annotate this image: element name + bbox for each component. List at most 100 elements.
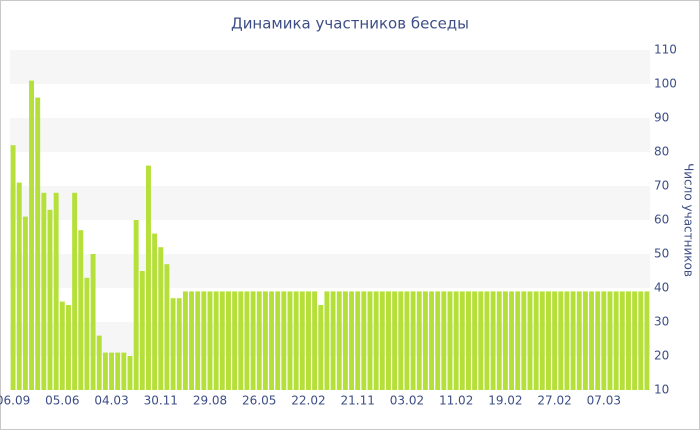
bar xyxy=(558,291,564,390)
bar xyxy=(496,291,502,390)
x-tick-label: 07.03 xyxy=(587,394,621,408)
bar xyxy=(59,301,65,390)
x-tick-label: 11.02 xyxy=(439,394,473,408)
grid-band xyxy=(10,50,650,84)
bar xyxy=(502,291,508,390)
bar xyxy=(293,291,299,390)
x-tick-label: 06.09 xyxy=(0,394,30,408)
bar xyxy=(318,305,324,390)
bar xyxy=(416,291,422,390)
bar xyxy=(386,291,391,390)
bar xyxy=(176,298,182,390)
bar xyxy=(281,291,287,390)
bar xyxy=(16,182,22,390)
y-tick-label: 100 xyxy=(654,77,677,91)
y-tick-label: 40 xyxy=(654,281,669,295)
bar xyxy=(582,291,588,390)
bar xyxy=(133,220,139,390)
bar xyxy=(232,291,238,390)
y-tick-label: 20 xyxy=(654,349,669,363)
bar xyxy=(342,291,348,390)
grid-band xyxy=(10,254,650,288)
bar xyxy=(570,291,576,390)
x-tick-label: 04.03 xyxy=(94,394,128,408)
bar xyxy=(262,291,268,390)
bar xyxy=(287,291,293,390)
bar xyxy=(226,291,231,390)
bar xyxy=(367,291,373,390)
bar xyxy=(589,291,594,390)
bar xyxy=(459,291,465,390)
grid-band xyxy=(10,118,650,152)
bar xyxy=(312,291,318,390)
bar xyxy=(47,209,53,390)
bar xyxy=(515,291,521,390)
bar xyxy=(422,291,428,390)
bar xyxy=(576,291,582,390)
bar xyxy=(90,254,96,390)
bar xyxy=(53,192,59,390)
bar xyxy=(441,291,447,390)
y-tick-label: 60 xyxy=(654,213,669,227)
bar xyxy=(10,145,16,390)
bar xyxy=(539,291,545,390)
x-tick-label: 22.02 xyxy=(291,394,325,408)
bar xyxy=(29,80,34,390)
bar xyxy=(404,291,410,390)
x-tick-label: 19.02 xyxy=(488,394,522,408)
bar xyxy=(601,291,607,390)
x-tick-label: 05.06 xyxy=(45,394,79,408)
bar xyxy=(195,291,201,390)
x-tick-label: 21.11 xyxy=(341,394,375,408)
y-tick-label: 80 xyxy=(654,145,669,159)
bar xyxy=(201,291,207,390)
bar xyxy=(127,356,133,390)
bar xyxy=(121,352,127,390)
bar xyxy=(238,291,244,390)
bar xyxy=(613,291,619,390)
bar xyxy=(102,352,108,390)
x-tick-label: 26.05 xyxy=(242,394,276,408)
bar xyxy=(84,277,90,390)
chart-title: Динамика участников беседы xyxy=(231,15,469,33)
bar xyxy=(546,291,551,390)
bar xyxy=(552,291,558,390)
bar xyxy=(398,291,404,390)
bar xyxy=(373,291,379,390)
bar xyxy=(256,291,262,390)
bar xyxy=(533,291,539,390)
bar xyxy=(109,352,114,390)
bar xyxy=(139,271,145,390)
bar xyxy=(35,97,41,390)
bar xyxy=(564,291,570,390)
bar xyxy=(466,291,471,390)
bar xyxy=(164,264,170,390)
bar xyxy=(182,291,188,390)
bar xyxy=(170,298,176,390)
bar xyxy=(146,165,151,390)
bar xyxy=(626,291,631,390)
bar xyxy=(361,291,367,390)
bar xyxy=(41,192,47,390)
bar xyxy=(244,291,250,390)
bar xyxy=(219,291,225,390)
bar xyxy=(527,291,533,390)
bar xyxy=(152,233,158,390)
bar xyxy=(306,291,311,390)
x-tick-label: 03.02 xyxy=(390,394,424,408)
bar xyxy=(158,247,164,390)
bar xyxy=(619,291,625,390)
bar xyxy=(207,291,213,390)
y-tick-label: 70 xyxy=(654,179,669,193)
bar xyxy=(324,291,330,390)
x-tick-label: 30.11 xyxy=(144,394,178,408)
bar xyxy=(66,305,71,390)
bar xyxy=(435,291,441,390)
bar xyxy=(349,291,354,390)
bar xyxy=(595,291,601,390)
grid-band xyxy=(10,186,650,220)
bar xyxy=(509,291,514,390)
bar xyxy=(96,335,102,390)
bar xyxy=(379,291,385,390)
